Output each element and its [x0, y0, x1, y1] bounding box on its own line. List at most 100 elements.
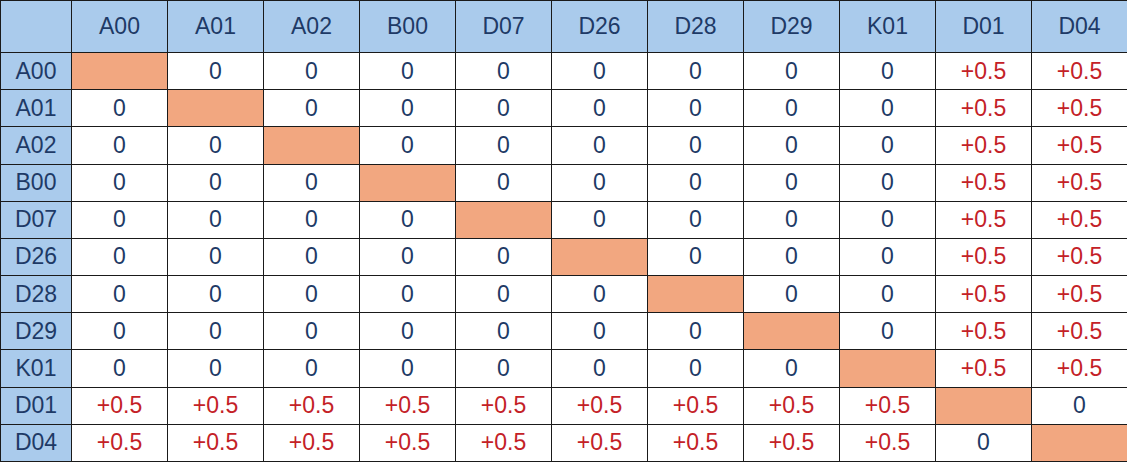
cell-d26-k01: 0 — [840, 238, 936, 275]
cell-d07-d29: 0 — [744, 201, 840, 238]
cell-k01-d28: 0 — [648, 350, 744, 387]
cell-d07-a00: 0 — [72, 201, 168, 238]
cell-d04-k01: +0.5 — [840, 424, 936, 461]
matrix-row-d04: D04+0.5+0.5+0.5+0.5+0.5+0.5+0.5+0.5+0.50 — [1, 424, 1127, 461]
cell-a00-d26: 0 — [552, 53, 648, 90]
cell-d01-a01: +0.5 — [168, 387, 264, 424]
cell-a00-a02: 0 — [264, 53, 360, 90]
cell-d26-d26 — [552, 238, 648, 275]
cell-d29-k01: 0 — [840, 313, 936, 350]
cell-d28-a01: 0 — [168, 276, 264, 313]
matrix-row-k01: K0100000000+0.5+0.5 — [1, 350, 1127, 387]
cell-d01-d29: +0.5 — [744, 387, 840, 424]
cell-b00-d04: +0.5 — [1032, 164, 1127, 201]
cell-d07-b00: 0 — [360, 201, 456, 238]
cell-k01-d07: 0 — [456, 350, 552, 387]
cell-d28-d26: 0 — [552, 276, 648, 313]
matrix-row-a02: A0200000000+0.5+0.5 — [1, 127, 1127, 164]
cell-a01-a00: 0 — [72, 90, 168, 127]
cell-d04-d01: 0 — [936, 424, 1032, 461]
cell-d29-a00: 0 — [72, 313, 168, 350]
row-header-a00: A00 — [1, 53, 72, 90]
cell-d04-d04 — [1032, 424, 1127, 461]
cell-d29-a02: 0 — [264, 313, 360, 350]
column-header-k01: K01 — [840, 1, 936, 53]
cell-d07-d26: 0 — [552, 201, 648, 238]
cell-d01-d26: +0.5 — [552, 387, 648, 424]
row-header-b00: B00 — [1, 164, 72, 201]
cell-d28-d07: 0 — [456, 276, 552, 313]
cell-d01-k01: +0.5 — [840, 387, 936, 424]
matrix-row-d29: D2900000000+0.5+0.5 — [1, 313, 1127, 350]
row-header-a01: A01 — [1, 90, 72, 127]
cell-b00-d28: 0 — [648, 164, 744, 201]
column-header-d01: D01 — [936, 1, 1032, 53]
cell-d26-a01: 0 — [168, 238, 264, 275]
cell-d04-b00: +0.5 — [360, 424, 456, 461]
cell-k01-d01: +0.5 — [936, 350, 1032, 387]
cell-d26-a02: 0 — [264, 238, 360, 275]
column-header-b00: B00 — [360, 1, 456, 53]
matrix-row-a00: A0000000000+0.5+0.5 — [1, 53, 1127, 90]
cell-d28-d04: +0.5 — [1032, 276, 1127, 313]
cell-a01-a02: 0 — [264, 90, 360, 127]
cell-b00-d26: 0 — [552, 164, 648, 201]
matrix-header: A00A01A02B00D07D26D28D29K01D01D04 — [1, 1, 1127, 53]
cell-a00-d04: +0.5 — [1032, 53, 1127, 90]
cell-d04-d29: +0.5 — [744, 424, 840, 461]
cell-a01-d28: 0 — [648, 90, 744, 127]
cell-a01-k01: 0 — [840, 90, 936, 127]
cell-a01-d07: 0 — [456, 90, 552, 127]
cell-d26-d04: +0.5 — [1032, 238, 1127, 275]
cell-a00-a01: 0 — [168, 53, 264, 90]
cell-a02-k01: 0 — [840, 127, 936, 164]
cell-a02-a02 — [264, 127, 360, 164]
cell-d28-d28 — [648, 276, 744, 313]
cell-a00-d28: 0 — [648, 53, 744, 90]
column-header-a02: A02 — [264, 1, 360, 53]
cell-d01-d04: 0 — [1032, 387, 1127, 424]
cell-a01-d26: 0 — [552, 90, 648, 127]
cell-b00-d01: +0.5 — [936, 164, 1032, 201]
cell-d07-d07 — [456, 201, 552, 238]
cell-d26-d01: +0.5 — [936, 238, 1032, 275]
cell-b00-b00 — [360, 164, 456, 201]
cell-d04-a01: +0.5 — [168, 424, 264, 461]
cell-a00-a00 — [72, 53, 168, 90]
row-header-d28: D28 — [1, 276, 72, 313]
cell-a00-d07: 0 — [456, 53, 552, 90]
cell-b00-a01: 0 — [168, 164, 264, 201]
cell-a01-d04: +0.5 — [1032, 90, 1127, 127]
cell-d28-d01: +0.5 — [936, 276, 1032, 313]
matrix-row-d26: D2600000000+0.5+0.5 — [1, 238, 1127, 275]
cell-a02-d28: 0 — [648, 127, 744, 164]
corner-cell — [1, 1, 72, 53]
row-header-k01: K01 — [1, 350, 72, 387]
cell-d26-d29: 0 — [744, 238, 840, 275]
cell-d28-a02: 0 — [264, 276, 360, 313]
cell-d07-k01: 0 — [840, 201, 936, 238]
cell-d01-d01 — [936, 387, 1032, 424]
row-header-a02: A02 — [1, 127, 72, 164]
cell-d01-d07: +0.5 — [456, 387, 552, 424]
cell-d26-d07: 0 — [456, 238, 552, 275]
cell-a01-b00: 0 — [360, 90, 456, 127]
cell-d04-d26: +0.5 — [552, 424, 648, 461]
cell-d26-a00: 0 — [72, 238, 168, 275]
cell-d28-a00: 0 — [72, 276, 168, 313]
cell-b00-k01: 0 — [840, 164, 936, 201]
cell-a02-d29: 0 — [744, 127, 840, 164]
column-header-d29: D29 — [744, 1, 840, 53]
header-row: A00A01A02B00D07D26D28D29K01D01D04 — [1, 1, 1127, 53]
cell-d04-a02: +0.5 — [264, 424, 360, 461]
cell-b00-a02: 0 — [264, 164, 360, 201]
cell-d26-b00: 0 — [360, 238, 456, 275]
cell-a00-k01: 0 — [840, 53, 936, 90]
cell-d04-d28: +0.5 — [648, 424, 744, 461]
cell-a01-a01 — [168, 90, 264, 127]
column-header-d07: D07 — [456, 1, 552, 53]
matrix-row-d28: D2800000000+0.5+0.5 — [1, 276, 1127, 313]
cell-d07-d01: +0.5 — [936, 201, 1032, 238]
column-header-d04: D04 — [1032, 1, 1127, 53]
column-header-a00: A00 — [72, 1, 168, 53]
